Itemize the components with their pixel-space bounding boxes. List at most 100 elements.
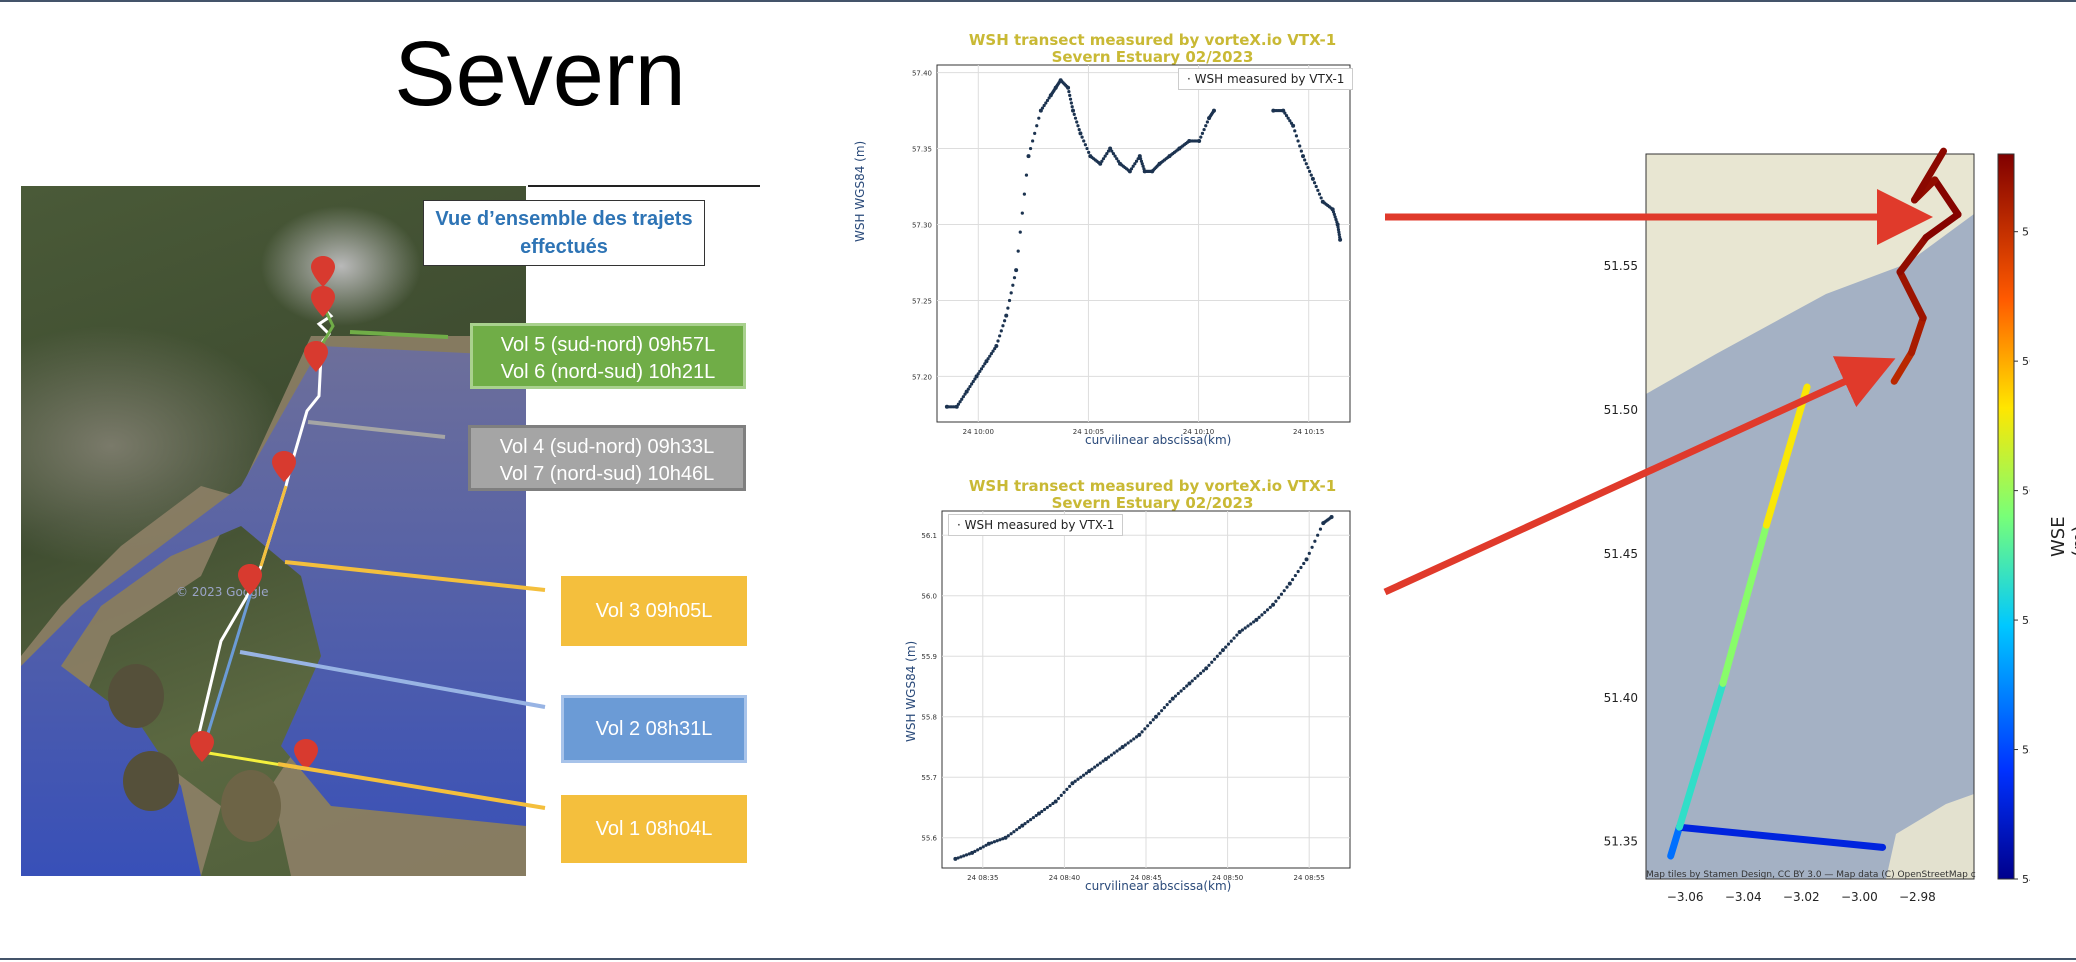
data-point bbox=[1165, 703, 1169, 707]
data-point bbox=[1229, 639, 1233, 643]
colorbar-tick-label: 55.0 bbox=[2022, 744, 2030, 757]
flight-tag-line: Vol 1 08h04L bbox=[595, 818, 713, 840]
chart1-legend-label: WSH measured by VTX-1 bbox=[1194, 72, 1345, 86]
chart1-legend: · WSH measured by VTX-1 bbox=[1178, 68, 1354, 90]
data-point bbox=[1154, 714, 1159, 719]
data-point bbox=[1129, 167, 1134, 171]
x-tick-label: 24 08:45 bbox=[1130, 874, 1161, 882]
data-point bbox=[1059, 793, 1063, 797]
data-point bbox=[1271, 602, 1276, 607]
chart2-subtitle: Severn Estuary 02/2023 bbox=[1051, 494, 1254, 512]
data-point bbox=[1212, 657, 1217, 661]
data-point bbox=[956, 402, 961, 406]
y-tick-label: 55.8 bbox=[921, 714, 937, 722]
data-point bbox=[1105, 152, 1109, 156]
data-point bbox=[1318, 527, 1323, 531]
data-point bbox=[960, 397, 964, 401]
data-point bbox=[1070, 781, 1075, 786]
data-point bbox=[979, 367, 984, 371]
data-point bbox=[991, 349, 995, 353]
data-point bbox=[971, 379, 975, 384]
track-segment bbox=[1675, 823, 1887, 851]
data-point bbox=[1306, 165, 1310, 170]
data-point bbox=[1199, 135, 1203, 139]
wse-map: 51.35 51.40 51.45 51.50 51.55 −3.06 −3.04 −3.02… bbox=[1604, 147, 2030, 904]
data-point bbox=[1012, 830, 1016, 834]
data-point bbox=[1073, 116, 1078, 120]
data-point bbox=[1204, 124, 1208, 128]
legend-marker-icon: · bbox=[1187, 72, 1191, 86]
data-point bbox=[1070, 105, 1074, 109]
data-point bbox=[1134, 735, 1139, 739]
data-point bbox=[1001, 324, 1005, 328]
y-tick-label: 57.30 bbox=[912, 222, 932, 230]
data-point bbox=[1040, 106, 1045, 110]
data-point bbox=[1031, 815, 1036, 820]
data-point bbox=[1246, 624, 1250, 628]
overview-label: Vue d’ensemble des trajets effectués bbox=[423, 200, 705, 266]
lat-tick-label: 51.35 bbox=[1604, 835, 1638, 849]
data-point bbox=[1029, 817, 1033, 822]
data-point bbox=[994, 344, 999, 349]
data-point bbox=[1107, 755, 1111, 759]
data-point bbox=[1038, 108, 1043, 113]
data-point bbox=[1028, 146, 1033, 151]
arrow-icon bbox=[1383, 356, 1896, 596]
data-point bbox=[1205, 120, 1209, 124]
flight-tag-line: Vol 2 08h31L bbox=[595, 718, 713, 740]
data-point bbox=[1243, 626, 1247, 630]
data-point bbox=[1226, 642, 1231, 646]
data-point bbox=[1016, 249, 1020, 253]
data-point bbox=[992, 840, 996, 844]
map-land bbox=[1886, 794, 1974, 879]
data-point bbox=[1084, 771, 1088, 775]
y-tick-label: 55.7 bbox=[921, 774, 937, 782]
data-point bbox=[1282, 589, 1286, 593]
data-point bbox=[1014, 268, 1019, 273]
data-point bbox=[1157, 712, 1161, 716]
y-tick-label: 56.0 bbox=[921, 593, 937, 601]
track-segment bbox=[1719, 521, 1770, 687]
data-point bbox=[1067, 89, 1071, 94]
data-point bbox=[1211, 108, 1216, 113]
data-point bbox=[1296, 569, 1300, 574]
data-point bbox=[1293, 129, 1297, 133]
data-point bbox=[1006, 834, 1010, 838]
data-point bbox=[986, 357, 990, 361]
data-point bbox=[1109, 753, 1114, 757]
lat-tick-label: 51.40 bbox=[1604, 691, 1638, 705]
data-point bbox=[989, 352, 994, 356]
data-point bbox=[1291, 123, 1296, 128]
data-point bbox=[1131, 164, 1135, 168]
data-point bbox=[988, 354, 992, 358]
data-point bbox=[1176, 691, 1180, 696]
data-point bbox=[981, 845, 985, 849]
data-point bbox=[1197, 138, 1202, 143]
data-point bbox=[1123, 743, 1127, 747]
data-point bbox=[1137, 732, 1142, 737]
chart2-title-block: WSH transect measured by vorteX.io VTX-1… bbox=[900, 478, 1405, 512]
x-tick-label: 24 08:50 bbox=[1212, 874, 1243, 882]
satellite-map: © 2023 Google bbox=[21, 186, 526, 876]
track-segment bbox=[1667, 823, 1683, 860]
data-point bbox=[1139, 157, 1143, 161]
data-point bbox=[1204, 666, 1209, 671]
data-point bbox=[1062, 790, 1066, 794]
data-point bbox=[1009, 291, 1013, 295]
data-point bbox=[1133, 162, 1137, 166]
data-point bbox=[1263, 610, 1267, 614]
data-point bbox=[998, 838, 1002, 842]
chart1-title-block: WSH transect measured by vorteX.io VTX-1… bbox=[900, 32, 1405, 66]
flight-tag-line: Vol 3 09h05L bbox=[595, 600, 713, 622]
data-point bbox=[1331, 210, 1336, 214]
data-point bbox=[986, 841, 991, 846]
chart2-legend: · WSH measured by VTX-1 bbox=[948, 514, 1124, 536]
data-point bbox=[1126, 741, 1130, 745]
flight-tag-2: Vol 2 08h31L bbox=[561, 695, 747, 763]
data-point bbox=[1011, 283, 1015, 287]
data-point bbox=[1065, 787, 1069, 791]
data-point bbox=[961, 395, 965, 399]
data-point bbox=[1042, 807, 1047, 812]
data-point bbox=[1078, 131, 1083, 136]
